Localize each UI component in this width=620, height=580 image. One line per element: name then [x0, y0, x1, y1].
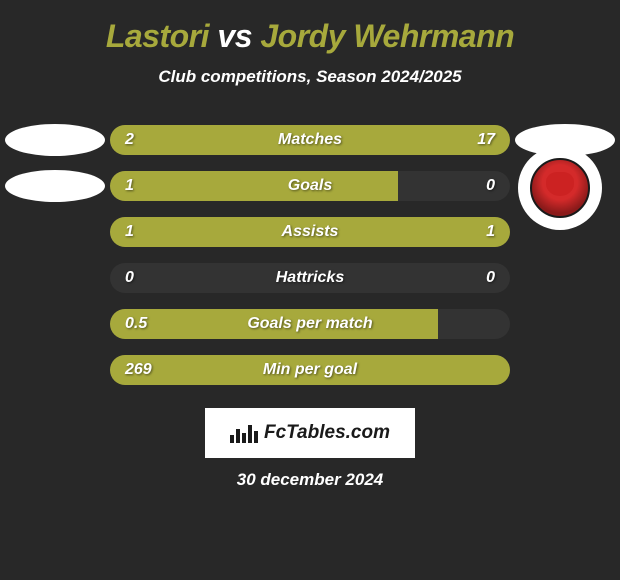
subtitle: Club competitions, Season 2024/2025 — [0, 67, 620, 87]
ellipse-icon — [5, 124, 105, 156]
stat-value-right: 17 — [477, 125, 495, 155]
stat-value-right: 0 — [486, 263, 495, 293]
stat-value-left: 2 — [125, 125, 134, 155]
branding-label: FcTables.com — [264, 422, 390, 444]
stat-row: Min per goal269 — [0, 347, 620, 393]
player2-badge — [515, 166, 615, 206]
stat-label: Hattricks — [110, 263, 510, 293]
player1-badge — [5, 120, 105, 160]
date-label: 30 december 2024 — [0, 470, 620, 490]
stat-label: Assists — [110, 217, 510, 247]
stats-list: Matches217Goals10Assists11Hattricks00Goa… — [0, 117, 620, 393]
stat-value-right: 1 — [486, 217, 495, 247]
player2-name: Jordy Wehrmann — [260, 18, 514, 54]
stat-label: Goals per match — [110, 309, 510, 339]
stat-row: Assists1 1 — [0, 209, 620, 255]
page-title: Lastori vs Jordy Wehrmann — [0, 18, 620, 55]
stat-bar-track: Matches — [110, 125, 510, 155]
player1-name: Lastori — [106, 18, 209, 54]
stat-value-left: 1 — [125, 171, 134, 201]
ellipse-icon — [5, 170, 105, 202]
stat-value-left: 1 — [125, 217, 134, 247]
stat-row: Hattricks0 0 — [0, 255, 620, 301]
stat-bar-track: Hattricks — [110, 263, 510, 293]
comparison-infographic: Lastori vs Jordy Wehrmann Club competiti… — [0, 0, 620, 500]
stat-value-left: 269 — [125, 355, 152, 385]
stat-row: Matches2 17 — [0, 117, 620, 163]
stat-value-left: 0.5 — [125, 309, 147, 339]
stat-label: Matches — [110, 125, 510, 155]
stat-label: Goals — [110, 171, 510, 201]
stat-value-right: 0 — [486, 171, 495, 201]
stat-row: Goals1 0 — [0, 163, 620, 209]
stat-value-left: 0 — [125, 263, 134, 293]
player1-badge — [5, 166, 105, 206]
bars-icon — [230, 423, 258, 443]
vs-text: vs — [217, 18, 252, 54]
stat-row: Goals per match0.5 — [0, 301, 620, 347]
stat-bar-track: Min per goal — [110, 355, 510, 385]
stat-bar-track: Goals per match — [110, 309, 510, 339]
stat-label: Min per goal — [110, 355, 510, 385]
stat-bar-track: Assists — [110, 217, 510, 247]
branding-box: FcTables.com — [205, 408, 415, 458]
stat-bar-track: Goals — [110, 171, 510, 201]
